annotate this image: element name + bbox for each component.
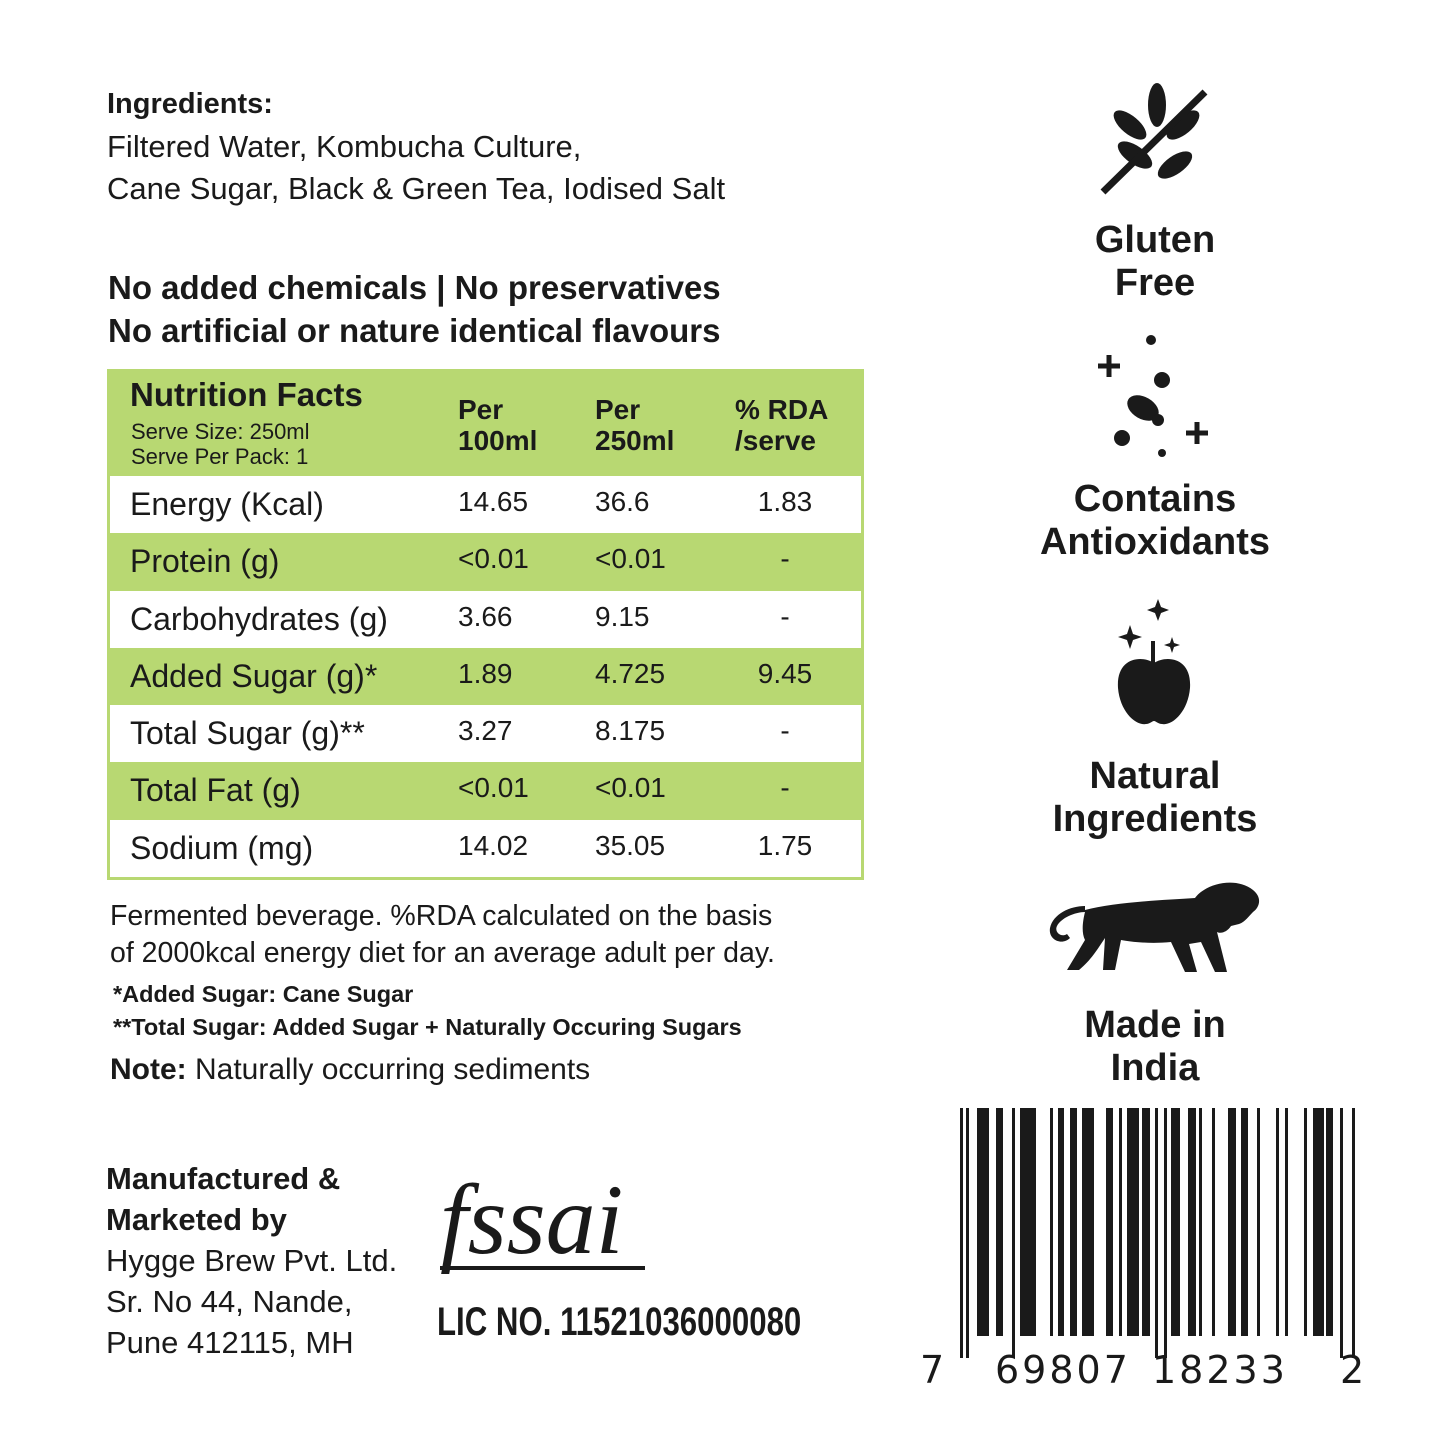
barcode-bar bbox=[977, 1108, 989, 1336]
table-row: Carbohydrates (g) 3.66 9.15 - bbox=[110, 591, 861, 648]
barcode-bar bbox=[1164, 1108, 1167, 1358]
barcode-bar bbox=[1171, 1108, 1180, 1336]
barcode-bar bbox=[1082, 1108, 1094, 1336]
col-per250: Per 250ml bbox=[595, 394, 675, 456]
cell-rda: - bbox=[780, 600, 790, 632]
cell-rda: 1.83 bbox=[757, 486, 813, 517]
cell-per100: 3.66 bbox=[458, 600, 513, 632]
barcode-bar bbox=[1340, 1108, 1343, 1358]
barcode-bar bbox=[1304, 1108, 1307, 1336]
barcode-bar bbox=[1070, 1108, 1077, 1336]
serve-info: Serve Size: 250ml Serve Per Pack: 1 bbox=[131, 419, 310, 469]
license-number: LIC NO. 11521036000080 bbox=[437, 1300, 802, 1344]
barcode-bar bbox=[1012, 1108, 1015, 1358]
barcode-bar bbox=[1257, 1108, 1260, 1336]
cell-per100: <0.01 bbox=[458, 543, 529, 575]
claims: No added chemicals | No preservatives No … bbox=[108, 269, 721, 349]
table-row: Added Sugar (g)* 1.89 4.725 9.45 bbox=[110, 647, 861, 706]
table-row: Protein (g) <0.01 <0.01 - bbox=[110, 533, 861, 591]
barcode-bar bbox=[1241, 1108, 1248, 1336]
badge-made-in-india: Made in India bbox=[1084, 1004, 1226, 1089]
cell-per250: 9.15 bbox=[595, 600, 650, 632]
barcode-bar bbox=[1326, 1108, 1333, 1336]
cell-rda: 1.75 bbox=[757, 829, 813, 861]
manufacturer: Manufactured & Marketed by Hygge Brew Pvt… bbox=[106, 1161, 398, 1360]
barcode-bar bbox=[1285, 1108, 1288, 1336]
barcode-digit-check: 2 bbox=[1340, 1348, 1368, 1392]
badge-antioxidants: Contains Antioxidants bbox=[1039, 478, 1271, 563]
barcode-bar bbox=[1212, 1108, 1215, 1336]
note: Note: Naturally occurring sediments bbox=[110, 1053, 591, 1086]
barcode-digits-left: 69807 bbox=[995, 1348, 1131, 1392]
cell-per100: <0.01 bbox=[458, 772, 529, 804]
barcode-bars bbox=[960, 1108, 1355, 1358]
cell-per250: 4.725 bbox=[595, 657, 666, 689]
barcode-bar bbox=[1188, 1108, 1196, 1336]
barcode-bar bbox=[1199, 1108, 1202, 1336]
barcode-bar bbox=[1276, 1108, 1279, 1336]
cell-rda: 9.45 bbox=[757, 657, 813, 689]
barcode-digits-right: 18233 bbox=[1152, 1348, 1288, 1392]
cell-name: Energy (Kcal) bbox=[130, 486, 324, 522]
table-row: Total Fat (g) <0.01 <0.01 - bbox=[110, 762, 861, 820]
antioxidant-icon bbox=[1098, 335, 1208, 457]
cell-per100: 1.89 bbox=[458, 657, 513, 689]
cell-per250: <0.01 bbox=[595, 772, 666, 804]
barcode-bar bbox=[960, 1108, 963, 1358]
badge-gluten-free: Gluten Free bbox=[1094, 219, 1216, 304]
badge-natural-ingredients: Natural Ingredients bbox=[1052, 755, 1258, 840]
barcode-bar bbox=[1313, 1108, 1324, 1336]
barcode-bar bbox=[1050, 1108, 1053, 1336]
cell-name: Sodium (mg) bbox=[130, 829, 314, 866]
sugar-footnotes: *Added Sugar: Cane Sugar **Total Sugar: A… bbox=[113, 981, 742, 1040]
barcode-bar bbox=[1106, 1108, 1113, 1336]
barcode-bar bbox=[1155, 1108, 1158, 1358]
fssai-logo: fssai bbox=[440, 1170, 645, 1270]
lion-icon bbox=[1049, 882, 1260, 972]
barcode-bar bbox=[1228, 1108, 1236, 1336]
cell-per250: 8.175 bbox=[595, 715, 666, 747]
cell-name: Total Sugar (g)** bbox=[130, 715, 365, 752]
cell-per100: 14.02 bbox=[458, 829, 529, 861]
barcode-digit-first: 7 bbox=[920, 1348, 948, 1392]
cell-rda: - bbox=[780, 543, 790, 575]
cell-rda: - bbox=[780, 772, 790, 804]
cell-name: Protein (g) bbox=[130, 543, 280, 580]
nutrition-header: Nutrition Facts Serve Size: 250ml Serve P… bbox=[110, 372, 861, 476]
cell-per250: 36.6 bbox=[595, 486, 650, 517]
table-row: Total Sugar (g)** 3.27 8.175 - bbox=[110, 705, 861, 762]
cell-name: Added Sugar (g)* bbox=[130, 657, 378, 694]
barcode-bar bbox=[1119, 1108, 1122, 1336]
ingredients-heading: Ingredients: bbox=[107, 88, 273, 120]
barcode: 7 69807 18233 2 bbox=[920, 1108, 1370, 1392]
barcode-bar bbox=[1127, 1108, 1139, 1336]
wheat-crossed-icon bbox=[1100, 83, 1208, 195]
footnote: Fermented beverage. %RDA calculated on t… bbox=[110, 900, 775, 969]
cell-per250: <0.01 bbox=[595, 543, 666, 575]
cell-name: Total Fat (g) bbox=[130, 772, 301, 809]
barcode-bar bbox=[1142, 1108, 1150, 1336]
apple-sparkle-icon bbox=[1117, 599, 1191, 725]
col-rda: % RDA/serve bbox=[735, 394, 829, 456]
cell-per100: 14.65 bbox=[458, 486, 529, 517]
ingredients-text: Filtered Water, Kombucha Culture, Cane Su… bbox=[107, 129, 726, 206]
table-row: Sodium (mg) 14.02 35.05 1.75 bbox=[110, 820, 861, 877]
nutrition-table: Nutrition Facts Serve Size: 250ml Serve P… bbox=[107, 369, 864, 881]
cell-per250: 35.05 bbox=[595, 829, 666, 861]
barcode-bar bbox=[966, 1108, 969, 1358]
cell-name: Carbohydrates (g) bbox=[130, 600, 388, 637]
nutrition-title: Nutrition Facts bbox=[130, 376, 363, 413]
barcode-bar bbox=[1020, 1108, 1036, 1336]
table-row: Energy (Kcal) 14.65 36.6 1.83 bbox=[110, 476, 861, 533]
barcode-bar bbox=[1352, 1108, 1355, 1358]
barcode-bar bbox=[1058, 1108, 1064, 1336]
barcode-bar bbox=[996, 1108, 1003, 1336]
col-per100: Per 100ml bbox=[458, 394, 538, 456]
cell-per100: 3.27 bbox=[458, 715, 513, 747]
cell-rda: - bbox=[780, 715, 790, 747]
